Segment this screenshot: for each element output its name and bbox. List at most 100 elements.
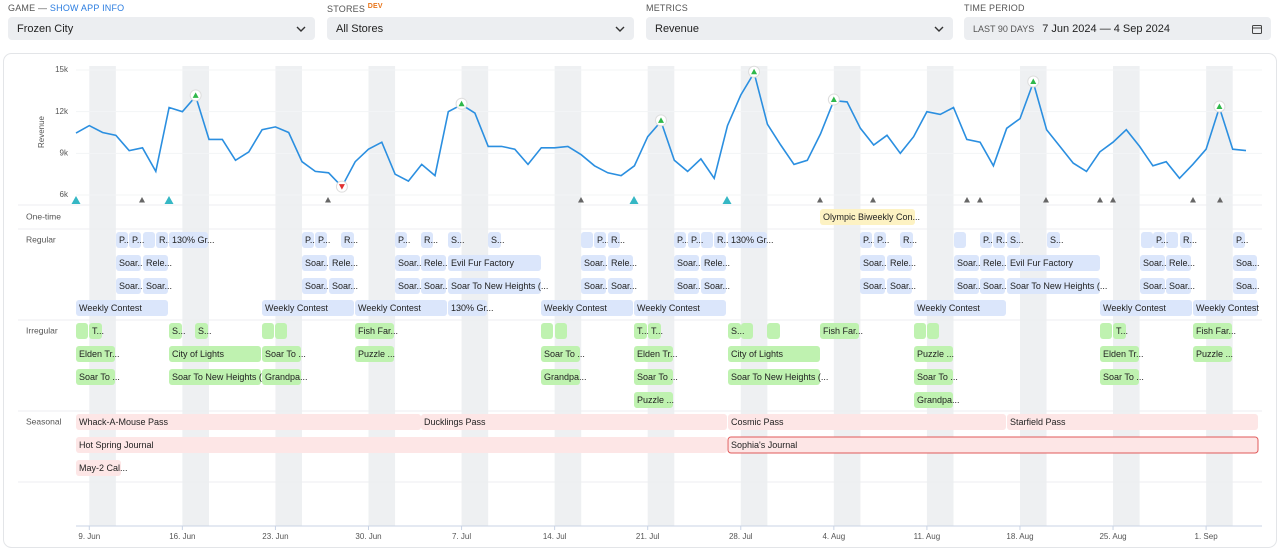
event-label: Weekly Contest: [1103, 303, 1166, 313]
app-info-link[interactable]: SHOW APP INFO: [49, 3, 125, 13]
event-label: Rele...: [332, 258, 358, 268]
event-chip: [634, 300, 726, 316]
event-chip: [448, 278, 541, 294]
event-chip: [727, 436, 1259, 454]
event-chip: [674, 278, 699, 294]
release-marker: [71, 196, 81, 204]
event-chip: [541, 323, 553, 339]
event-chip: [701, 255, 726, 271]
event-chip: [914, 392, 953, 408]
calendar-icon: [1252, 24, 1262, 34]
event-label: Soar...: [398, 258, 424, 268]
preset: LAST 90 DAYS: [973, 23, 1035, 34]
event-chip: [169, 369, 261, 385]
event-marker: [1190, 197, 1196, 203]
event-chip: [395, 232, 407, 248]
event-chip: [581, 232, 593, 248]
chevron: [296, 26, 306, 32]
time-filter: TIME PERIOD LAST 90 DAYS 7 Jun 2024 — 4 S…: [964, 3, 1271, 40]
event-label: Soa...: [1236, 258, 1260, 268]
event-chip: [262, 323, 274, 339]
event-chip: [581, 255, 606, 271]
event-chip: [1007, 278, 1100, 294]
event-chip: [820, 209, 915, 225]
event-chip: [1007, 414, 1258, 430]
event-chip: [329, 278, 354, 294]
event-label: Weekly Contest: [79, 303, 142, 313]
event-label: Soar To ...: [917, 372, 958, 382]
event-chip: [581, 278, 606, 294]
event-chip: [275, 323, 287, 339]
x-tick-label: 14. Jul: [543, 532, 567, 541]
chart-card: Revenue 6k 9k 12k 15k 9. Jun 16. Jun 23. Jun 30…: [3, 53, 1277, 548]
event-label: Soar To ...: [79, 372, 120, 382]
event-label: R...: [1183, 235, 1197, 245]
event-marker: [870, 197, 876, 203]
game-filter: GAME — SHOW APP INFO Frozen City: [8, 3, 315, 40]
event-label: S...: [491, 235, 505, 245]
event-label: Weekly Contest: [637, 303, 700, 313]
y-tick-label: 15k: [55, 65, 69, 74]
event-chip: [728, 323, 741, 339]
event-chip: [688, 232, 700, 248]
stores-dropdown[interactable]: All Stores: [327, 17, 634, 40]
weekend-band: [1113, 66, 1140, 526]
event-label: Rele...: [146, 258, 172, 268]
event-label: Rele...: [611, 258, 637, 268]
event-label: Soar...: [1143, 258, 1169, 268]
event-label: 130% Gr...: [451, 303, 494, 313]
event-chip: [262, 346, 301, 362]
event-label: Evil Fur Factory: [451, 258, 515, 268]
event-label: Soar...: [677, 258, 703, 268]
x-tick-label: 28. Jul: [729, 532, 753, 541]
event-label: S...: [172, 326, 186, 336]
event-label: Weekly Contest: [917, 303, 980, 313]
event-label: Soar To ...: [265, 349, 306, 359]
x-tick-label: 18. Aug: [1006, 532, 1033, 541]
peak-marker: [458, 100, 465, 107]
event-chip: [1100, 323, 1112, 339]
x-tick-label: 1. Sep: [1195, 532, 1219, 541]
event-label: Soar...: [983, 281, 1009, 291]
event-chip: [701, 232, 713, 248]
event-label: R...: [611, 235, 625, 245]
weekend-band: [368, 66, 396, 526]
event-label: Soar...: [119, 258, 145, 268]
x-tick-label: 16. Jun: [169, 532, 195, 541]
event-label: Weekly Contest: [265, 303, 328, 313]
event-chip: [1047, 232, 1060, 248]
x-tick-label: 30. Jun: [355, 532, 381, 541]
date-picker[interactable]: LAST 90 DAYS 7 Jun 2024 — 4 Sep 2024: [964, 17, 1271, 40]
event-label: City of Lights: [731, 349, 784, 359]
event-label: Soar...: [677, 281, 703, 291]
event-chip: [674, 232, 686, 248]
event-label: S...: [451, 235, 465, 245]
event-chip: [1140, 255, 1165, 271]
event-chip: [262, 300, 354, 316]
event-chip: [169, 323, 182, 339]
metrics-dropdown[interactable]: Revenue: [646, 17, 953, 40]
lane-label: Irregular: [26, 325, 58, 335]
event-label: Puzzle ...: [1196, 349, 1233, 359]
event-label: Soar To ...: [637, 372, 678, 382]
weekend-band: [833, 66, 861, 526]
event-marker: [1217, 197, 1223, 203]
game-dropdown[interactable]: Frozen City: [8, 17, 315, 40]
event-chip: [914, 346, 953, 362]
event-label: Soar...: [957, 281, 983, 291]
weekend-band: [647, 66, 675, 526]
event-chip: [156, 232, 168, 248]
event-chip: [76, 323, 88, 339]
event-chip: [914, 300, 1006, 316]
event-chip: [634, 392, 673, 408]
event-chip: [714, 232, 726, 248]
event-label: R...: [344, 235, 358, 245]
event-label: Fish Far...: [1196, 326, 1236, 336]
event-label: Soa...: [1236, 281, 1260, 291]
event-chip: [634, 323, 647, 339]
filter-label: TIME PERIOD: [964, 3, 1025, 13]
event-label: Soar...: [584, 258, 610, 268]
event-label: Hot Spring Journal: [79, 440, 154, 450]
event-chip: [674, 255, 699, 271]
